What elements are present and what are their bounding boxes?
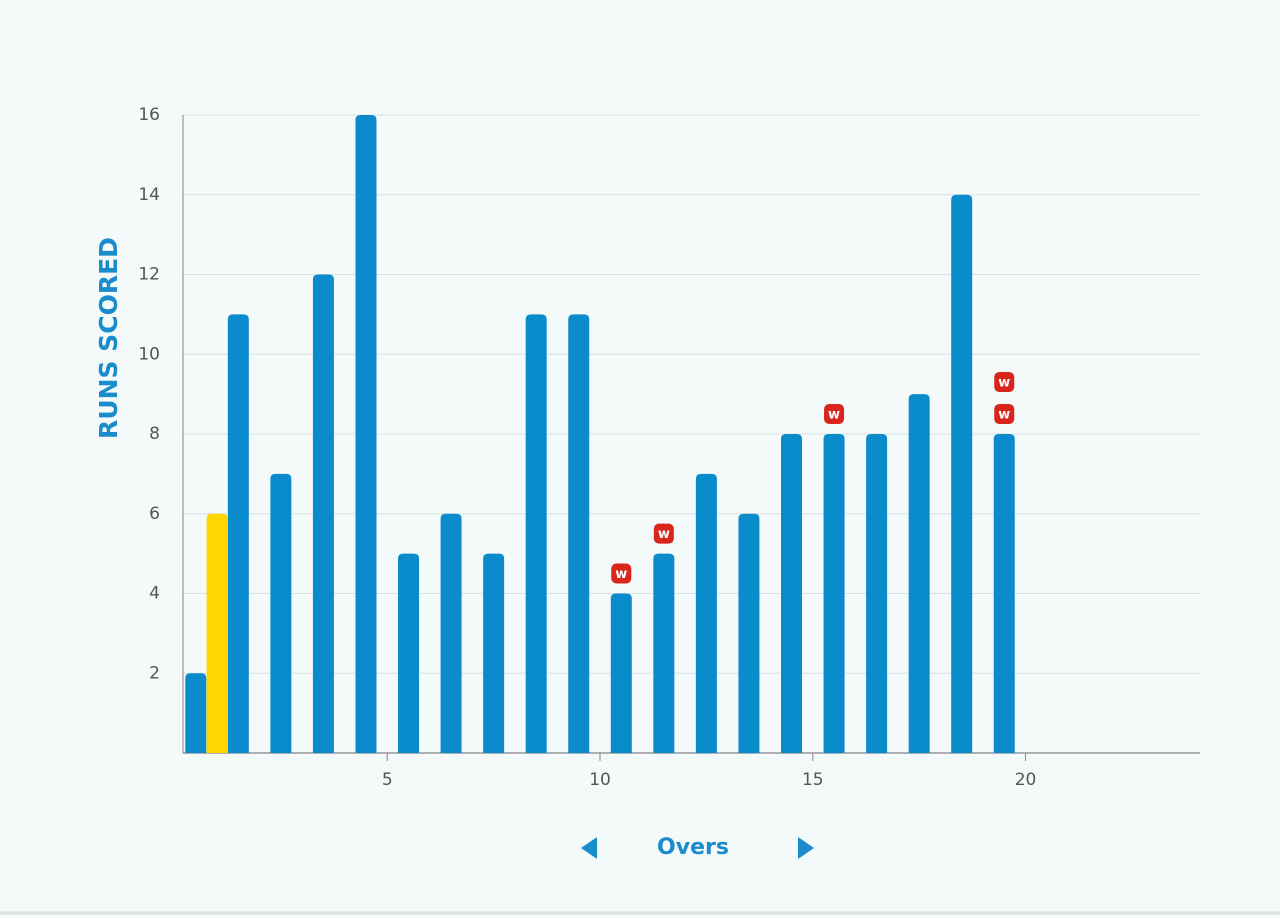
- wicket-label: w: [658, 527, 670, 542]
- bar: [227, 314, 249, 753]
- y-tick-label: 6: [149, 504, 160, 524]
- x-axis-title: Overs: [657, 835, 729, 860]
- x-tick-label: 10: [589, 770, 611, 790]
- bar: [695, 473, 717, 753]
- wicket-label: w: [828, 408, 840, 423]
- y-tick-label: 4: [149, 584, 160, 604]
- y-tick-label: 14: [138, 185, 160, 205]
- bar: [951, 194, 973, 753]
- y-axis-title: RUNS SCORED: [94, 237, 123, 439]
- bar: [908, 394, 930, 753]
- bar: [738, 513, 760, 753]
- x-tick-label: 20: [1015, 770, 1037, 790]
- y-tick-label: 12: [138, 265, 160, 285]
- y-tick-label: 2: [149, 663, 160, 683]
- bar: [206, 513, 228, 753]
- wicket-label: w: [998, 376, 1010, 391]
- prev-arrow[interactable]: [581, 837, 597, 859]
- wicket-label: w: [998, 408, 1010, 423]
- y-tick-label: 10: [138, 344, 160, 364]
- wicket-marker: [994, 372, 1015, 392]
- wicket-marker: [824, 404, 845, 424]
- x-tick-label: 5: [382, 770, 393, 790]
- bar: [610, 593, 632, 753]
- bar: [993, 434, 1015, 753]
- wicket-label: w: [615, 567, 627, 582]
- bar: [823, 434, 845, 753]
- next-arrow[interactable]: [798, 837, 814, 859]
- bar: [312, 274, 334, 753]
- bar: [440, 513, 462, 753]
- wicket-marker: [653, 523, 674, 544]
- wicket-marker: [994, 404, 1015, 424]
- bar: [866, 434, 888, 753]
- bar: [185, 673, 207, 753]
- wicket-marker: [611, 563, 632, 584]
- bar: [398, 553, 420, 753]
- bar: [270, 473, 292, 753]
- bar: [780, 434, 802, 753]
- y-tick-label: 8: [149, 424, 160, 444]
- x-tick-label: 15: [802, 770, 824, 790]
- y-tick-label: 16: [138, 105, 160, 125]
- bar: [653, 553, 675, 753]
- bar: [525, 314, 547, 753]
- bar: [568, 314, 590, 753]
- bar: [355, 115, 377, 753]
- bar: [483, 553, 505, 753]
